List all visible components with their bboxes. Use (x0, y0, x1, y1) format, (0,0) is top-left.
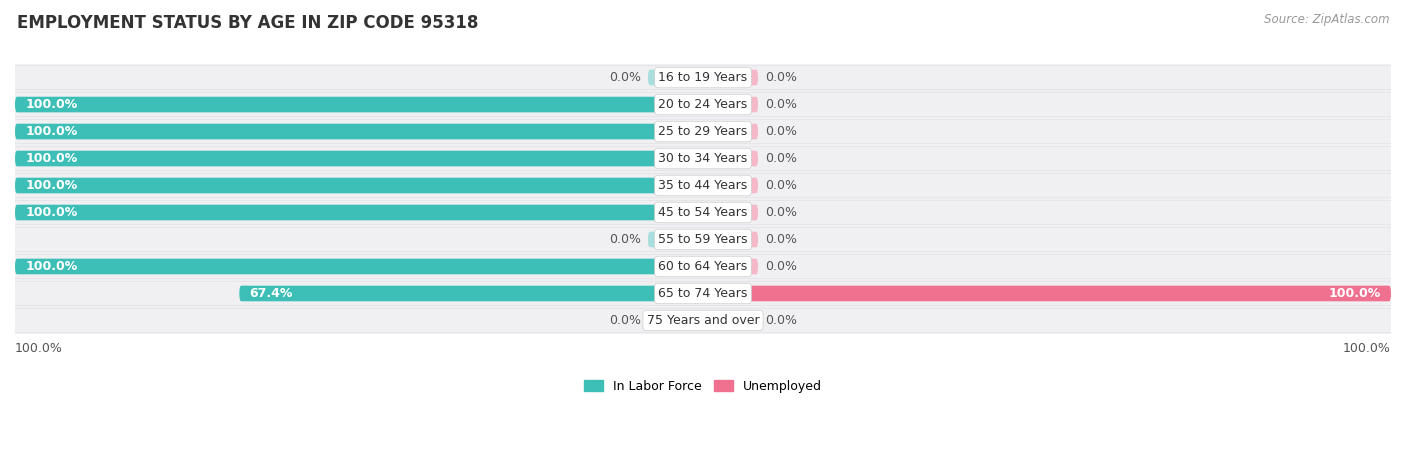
Text: 65 to 74 Years: 65 to 74 Years (658, 287, 748, 300)
FancyBboxPatch shape (703, 205, 758, 220)
FancyBboxPatch shape (11, 146, 1395, 171)
FancyBboxPatch shape (703, 97, 758, 112)
Text: 0.0%: 0.0% (765, 98, 797, 111)
FancyBboxPatch shape (11, 173, 1395, 198)
Text: 100.0%: 100.0% (15, 342, 63, 355)
Text: 0.0%: 0.0% (765, 314, 797, 327)
Text: 100.0%: 100.0% (25, 152, 77, 165)
Text: 100.0%: 100.0% (25, 179, 77, 192)
Text: 25 to 29 Years: 25 to 29 Years (658, 125, 748, 138)
FancyBboxPatch shape (11, 227, 1395, 252)
FancyBboxPatch shape (15, 151, 703, 166)
Text: 0.0%: 0.0% (765, 71, 797, 84)
FancyBboxPatch shape (11, 308, 1395, 333)
Text: 55 to 59 Years: 55 to 59 Years (658, 233, 748, 246)
Text: 20 to 24 Years: 20 to 24 Years (658, 98, 748, 111)
Text: 35 to 44 Years: 35 to 44 Years (658, 179, 748, 192)
FancyBboxPatch shape (15, 205, 703, 220)
Text: 100.0%: 100.0% (1343, 342, 1391, 355)
FancyBboxPatch shape (648, 70, 703, 86)
FancyBboxPatch shape (239, 286, 703, 302)
FancyBboxPatch shape (11, 254, 1395, 279)
Legend: In Labor Force, Unemployed: In Labor Force, Unemployed (583, 380, 823, 393)
Text: 100.0%: 100.0% (25, 260, 77, 273)
FancyBboxPatch shape (11, 65, 1395, 90)
FancyBboxPatch shape (703, 232, 758, 248)
Text: 0.0%: 0.0% (609, 314, 641, 327)
FancyBboxPatch shape (15, 259, 703, 274)
Text: 0.0%: 0.0% (765, 179, 797, 192)
Text: 0.0%: 0.0% (765, 260, 797, 273)
FancyBboxPatch shape (703, 178, 758, 194)
FancyBboxPatch shape (648, 313, 703, 328)
Text: 0.0%: 0.0% (765, 233, 797, 246)
Text: 0.0%: 0.0% (609, 71, 641, 84)
FancyBboxPatch shape (703, 124, 758, 140)
FancyBboxPatch shape (703, 286, 1391, 302)
Text: 100.0%: 100.0% (25, 125, 77, 138)
FancyBboxPatch shape (15, 124, 703, 140)
Text: 60 to 64 Years: 60 to 64 Years (658, 260, 748, 273)
FancyBboxPatch shape (11, 200, 1395, 225)
FancyBboxPatch shape (703, 313, 758, 328)
Text: 0.0%: 0.0% (609, 233, 641, 246)
FancyBboxPatch shape (15, 178, 703, 194)
FancyBboxPatch shape (11, 119, 1395, 144)
Text: 100.0%: 100.0% (25, 98, 77, 111)
Text: 100.0%: 100.0% (25, 206, 77, 219)
Text: 30 to 34 Years: 30 to 34 Years (658, 152, 748, 165)
Text: 100.0%: 100.0% (1329, 287, 1381, 300)
Text: 67.4%: 67.4% (250, 287, 292, 300)
Text: Source: ZipAtlas.com: Source: ZipAtlas.com (1264, 14, 1389, 27)
FancyBboxPatch shape (648, 232, 703, 248)
FancyBboxPatch shape (15, 97, 703, 112)
Text: 16 to 19 Years: 16 to 19 Years (658, 71, 748, 84)
FancyBboxPatch shape (11, 281, 1395, 306)
Text: 45 to 54 Years: 45 to 54 Years (658, 206, 748, 219)
FancyBboxPatch shape (11, 92, 1395, 117)
Text: 0.0%: 0.0% (765, 206, 797, 219)
FancyBboxPatch shape (703, 70, 758, 86)
Text: 0.0%: 0.0% (765, 125, 797, 138)
Text: EMPLOYMENT STATUS BY AGE IN ZIP CODE 95318: EMPLOYMENT STATUS BY AGE IN ZIP CODE 953… (17, 14, 478, 32)
FancyBboxPatch shape (703, 151, 758, 166)
Text: 75 Years and over: 75 Years and over (647, 314, 759, 327)
Text: 0.0%: 0.0% (765, 152, 797, 165)
FancyBboxPatch shape (703, 259, 758, 274)
